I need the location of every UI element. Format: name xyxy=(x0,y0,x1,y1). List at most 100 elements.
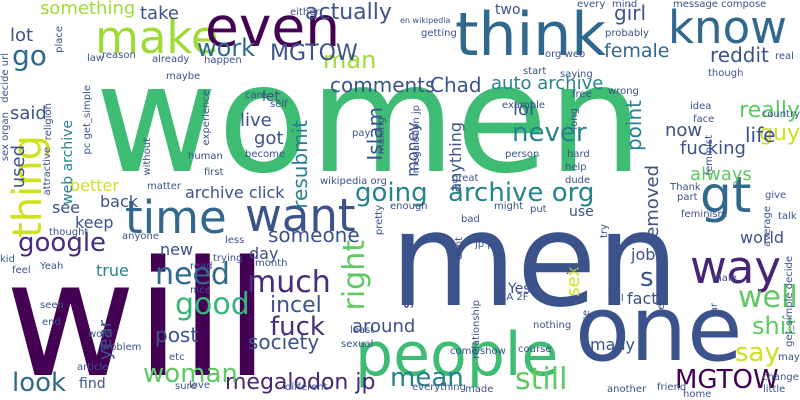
word-problem: problem xyxy=(100,342,142,353)
word-jp-pc: jp pc xyxy=(475,239,500,250)
word-already: already xyxy=(152,54,190,65)
word-good: good xyxy=(175,287,250,322)
word-happen: happen xyxy=(204,55,242,66)
word-law: law xyxy=(87,53,105,64)
word-thought: thought xyxy=(49,227,89,238)
word-real: real xyxy=(775,51,794,62)
word-article: article xyxy=(77,362,109,373)
word-day: day xyxy=(249,244,279,263)
word-without: without xyxy=(142,138,153,176)
word-one: one xyxy=(575,277,743,382)
word-love: love xyxy=(189,380,210,391)
word-face: face xyxy=(693,114,715,125)
word-less: less xyxy=(225,235,245,246)
word-girl: girl xyxy=(614,1,647,25)
word-making: making xyxy=(376,117,387,155)
word-job: job xyxy=(631,245,656,264)
word-comments: comments xyxy=(330,73,436,97)
word-thank: Thank xyxy=(670,182,701,193)
word-try: try xyxy=(599,224,610,238)
word-find: find xyxy=(79,376,106,392)
word-bad: bad xyxy=(461,214,480,225)
word-example: example xyxy=(502,100,546,111)
word-point: point xyxy=(622,100,646,152)
word-sexual: sexual xyxy=(341,339,374,350)
word-resubmit: resubmit xyxy=(288,120,312,209)
word-matter: matter xyxy=(147,181,181,192)
word-every: every xyxy=(577,0,606,10)
word-guy: guy xyxy=(759,121,800,146)
word-life: life xyxy=(745,123,776,147)
word-shit: shit xyxy=(752,312,796,340)
word-give: give xyxy=(765,190,787,201)
word-end: end xyxy=(42,317,61,328)
word-see: see xyxy=(52,198,81,217)
word-made: made xyxy=(465,384,494,395)
word-fact: fact xyxy=(627,289,658,308)
word-etc: etc xyxy=(169,352,185,363)
word-take: take xyxy=(140,3,179,24)
word-much: much xyxy=(247,265,331,300)
word-mean: mean xyxy=(390,363,464,393)
word-go: go xyxy=(12,39,47,72)
word-will: will xyxy=(5,226,270,400)
word-got: got xyxy=(254,128,284,149)
word-let: let xyxy=(262,89,280,105)
word-message-compose: message compose xyxy=(673,0,767,10)
word-megalodon-jp: megalodon jp xyxy=(411,105,422,174)
word-two: two xyxy=(495,2,521,18)
word-probably: probably xyxy=(605,28,649,39)
word-person: person xyxy=(505,149,540,160)
word-better: better xyxy=(70,176,119,195)
word-course: course xyxy=(518,344,552,355)
word-become: become xyxy=(245,149,286,160)
word-getting: getting xyxy=(421,28,457,39)
word-reason: reason xyxy=(102,50,136,61)
word-yes: Yes xyxy=(508,281,531,297)
word-woman: woman xyxy=(143,359,238,389)
word-now: now xyxy=(665,120,703,141)
word-megalodon-jp: megalodon jp xyxy=(225,370,376,395)
word-google: google xyxy=(18,228,107,258)
word-show: show xyxy=(480,346,506,357)
word-still: still xyxy=(515,362,568,397)
word-trying: trying xyxy=(213,253,243,264)
word-everything: everything xyxy=(412,382,466,393)
word-auto-archive: auto archive xyxy=(491,73,604,94)
word-around: around xyxy=(352,316,416,337)
word-tell: tell xyxy=(608,293,624,304)
word-keep: keep xyxy=(75,213,114,232)
word-religion: religion xyxy=(43,103,54,141)
word-use: use xyxy=(569,204,594,220)
word-year: year xyxy=(95,320,116,361)
word-org-web: org web xyxy=(545,49,586,60)
word-different: different xyxy=(285,382,328,393)
word-kid: kid xyxy=(0,254,15,265)
word-men: men xyxy=(390,184,680,336)
word-long: long xyxy=(569,108,580,130)
word-average: average xyxy=(762,206,773,247)
word-gt: gt xyxy=(700,166,752,224)
word-women: women xyxy=(95,33,643,207)
word-get-simple-decide: get_simple decide xyxy=(784,256,795,347)
word-friend: friend xyxy=(657,382,687,393)
word-start: start xyxy=(523,66,547,77)
word-though: though xyxy=(708,68,744,79)
word-removed: removed xyxy=(642,165,663,245)
word-put: put xyxy=(530,204,547,215)
word-mgtow: MGTOW xyxy=(270,41,358,66)
word-someone: someone xyxy=(268,223,360,247)
word-everyone: everyone xyxy=(543,264,590,275)
word-archive-org: archive org xyxy=(448,178,595,208)
word-come: come xyxy=(450,346,478,357)
word-said: said xyxy=(10,103,47,124)
word-world: world xyxy=(740,228,785,247)
word-dude: dude xyxy=(565,175,591,186)
word-wikipedia-org: wikipedia org xyxy=(320,176,387,187)
word-many: many xyxy=(590,335,635,354)
word-saying: saying xyxy=(560,69,593,80)
word-actually: actually xyxy=(305,0,392,25)
word-time: time xyxy=(125,191,227,244)
word-female: female xyxy=(604,40,670,62)
